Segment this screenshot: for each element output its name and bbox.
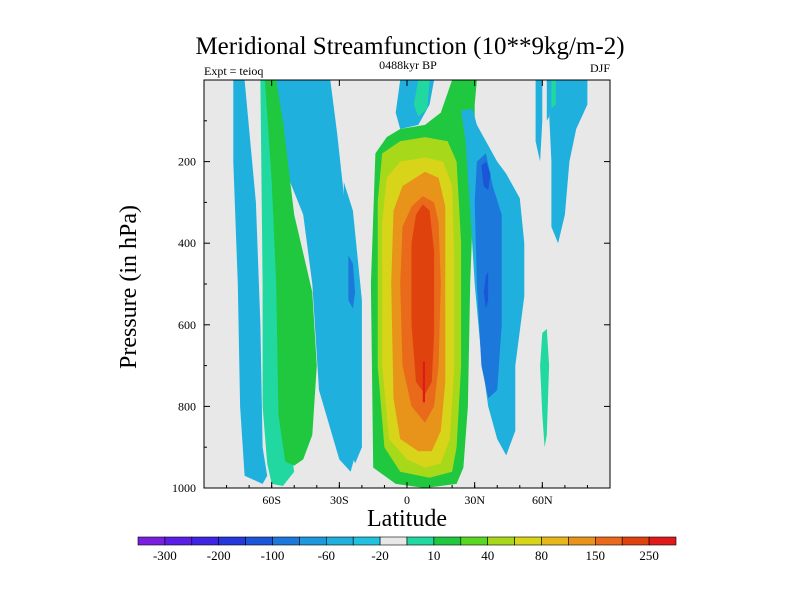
colorbar-label-6: 40	[481, 548, 494, 563]
colorbar-swatch-1	[164, 536, 193, 546]
contour-region-3	[264, 80, 317, 466]
colorbar-swatch-18	[621, 536, 650, 546]
colorbar: -300 -200 -100 -60 -20 10 40 80 150 250	[137, 536, 677, 563]
colorbar-label-5: 10	[427, 548, 440, 563]
contour-region-20	[546, 80, 588, 244]
colorbar-label-3: -60	[318, 548, 335, 563]
colorbar-swatch-2	[191, 536, 220, 546]
contour-region-0	[233, 80, 268, 484]
colorbar-label-9: 250	[639, 548, 659, 563]
colorbar-swatch-19	[648, 536, 677, 546]
colorbar-swatch-15	[541, 536, 569, 546]
colorbar-swatch-5	[272, 536, 300, 546]
contour-region-5	[348, 255, 356, 309]
contour-region-17	[481, 161, 491, 191]
colorbar-label-8: 150	[586, 548, 606, 563]
colorbar-swatch-8	[352, 536, 381, 546]
colorbar-label-7: 80	[535, 548, 548, 563]
contour-region-7	[413, 80, 430, 117]
colorbar-swatch-6	[299, 536, 327, 546]
y-tick-label-2: 600	[178, 318, 196, 332]
colorbar-label-2: -100	[261, 548, 285, 563]
contour-region-24	[404, 80, 410, 101]
colorbar-swatch-4	[245, 536, 273, 546]
colorbar-swatch-16	[568, 536, 596, 546]
plot-axes: 60S 30S 0 30N 60N 200 400 600 800 1000	[172, 79, 611, 507]
x-tick-label-1: 30S	[330, 493, 349, 507]
period-label: 0488kyr BP	[379, 58, 437, 72]
colorbar-label-1: -200	[207, 548, 231, 563]
x-tick-label-4: 60N	[532, 493, 553, 507]
colorbar-swatch-13	[487, 536, 515, 546]
contour-region-4	[343, 182, 362, 464]
contour-region-13	[411, 204, 435, 395]
contour-region-1	[271, 80, 358, 472]
colorbar-swatch-10	[406, 536, 435, 546]
x-axis-label: Latitude	[367, 506, 447, 532]
colorbar-swatch-11	[433, 536, 462, 546]
contour-region-19	[535, 80, 543, 162]
colorbar-swatch-3	[218, 536, 246, 546]
colorbar-swatch-9	[379, 536, 408, 546]
chart-title: Meridional Streamfunction (10**9kg/m-2)	[195, 33, 624, 60]
contour-region-22	[546, 80, 550, 121]
colorbar-swatch-12	[460, 536, 488, 546]
y-tick-label-3: 800	[178, 399, 196, 413]
contour-region-21	[551, 80, 556, 109]
x-tick-label-0: 60S	[262, 493, 281, 507]
contour-region-18	[483, 271, 489, 309]
experiment-label: Expt = teioq	[204, 64, 263, 78]
colorbar-label-4: -20	[371, 548, 388, 563]
season-label: DJF	[590, 61, 610, 75]
contour-region-23	[540, 328, 550, 448]
y-tick-label-1: 400	[178, 236, 196, 250]
x-tick-label-3: 30N	[464, 493, 485, 507]
contour-region-14	[422, 361, 425, 403]
y-tick-label-0: 200	[178, 155, 196, 169]
x-tick-label-2: 0	[404, 493, 410, 507]
colorbar-swatch-17	[594, 536, 623, 546]
colorbar-swatch-0	[137, 536, 166, 546]
colorbar-swatch-7	[325, 536, 354, 546]
y-tick-label-4: 1000	[172, 481, 196, 495]
plot-area	[204, 80, 610, 488]
colorbar-label-0: -300	[153, 548, 177, 563]
colorbar-swatch-14	[514, 536, 542, 546]
y-axis-label: Pressure (in hPa)	[116, 205, 142, 369]
